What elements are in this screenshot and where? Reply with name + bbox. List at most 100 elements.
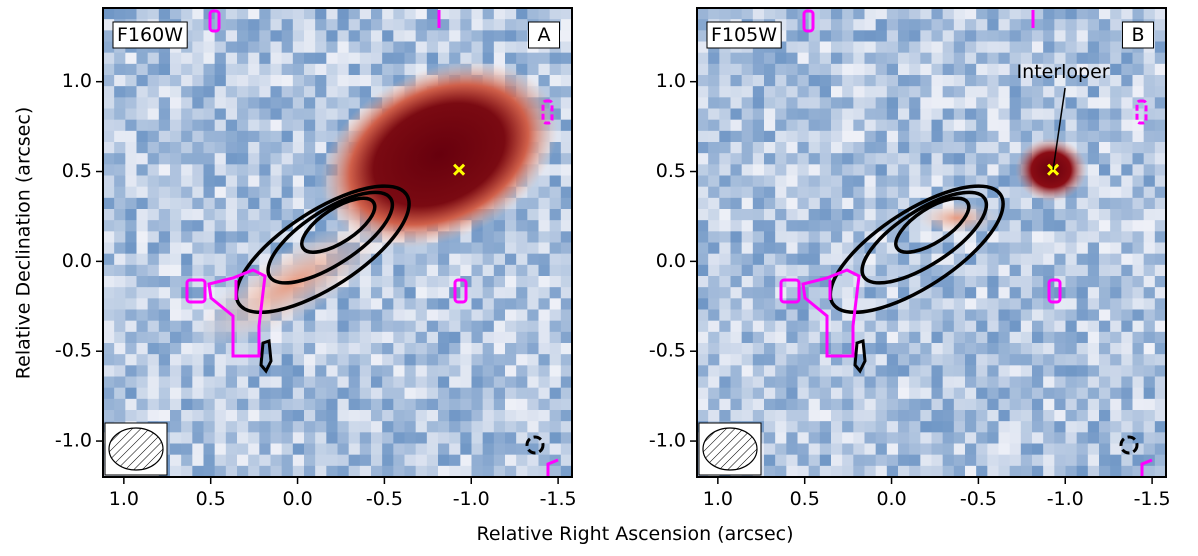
pixel [898,142,910,154]
pixel [415,8,428,20]
pixel [808,75,821,87]
pixel [920,253,932,266]
pixel [965,410,977,422]
pixel [214,164,227,176]
pixel [1143,108,1156,121]
pixel [482,365,495,377]
pixel [764,97,776,109]
pixel [1132,209,1145,221]
pixel [1110,454,1122,467]
pixel [819,387,832,400]
pixel [1110,52,1122,65]
pixel [953,287,966,299]
pixel [1121,443,1133,456]
pixel [1087,186,1100,199]
pixel [214,197,227,210]
pixel [808,209,821,221]
y-tick-label: -0.5 [649,340,686,362]
pixel [730,75,743,87]
pixel [886,309,899,322]
pixel [248,443,260,456]
pixel [493,19,506,31]
contour [541,99,554,125]
pixel [147,52,160,65]
pixel [181,164,193,176]
pixel [371,320,383,333]
pixel [831,75,843,87]
pixel [371,354,383,366]
pixel [775,197,787,210]
pixel [1032,231,1044,243]
pixel [1032,119,1044,132]
pixel [281,421,294,433]
pixel [225,142,238,154]
pixel [953,298,966,310]
pixel [516,197,528,210]
pixel [225,398,238,411]
pixel [842,63,854,76]
pixel [538,231,551,243]
pixel [965,41,977,54]
pixel [248,164,260,176]
pixel [326,86,338,98]
pixel [270,153,283,165]
pixel [775,130,787,143]
pixel [1076,197,1089,210]
pixel [170,197,182,210]
pixel [471,19,484,31]
pixel [1154,398,1166,411]
pixel [987,410,999,422]
pixel [259,432,271,444]
pixel [527,197,539,210]
pixel [259,130,271,143]
pixel [898,421,910,433]
pixel [752,365,765,377]
pixel [1143,142,1156,154]
pixel [315,75,327,87]
pixel [516,8,528,20]
pixel [898,63,910,76]
pixel [953,432,966,444]
pixel [404,30,417,42]
pixel [875,287,888,299]
pixel [516,343,528,355]
pixel [281,354,294,366]
pixel [1043,19,1055,31]
pixel [764,209,776,221]
pixel [708,298,720,310]
pixel [259,454,271,467]
pixel [393,309,405,322]
pixel [1032,108,1044,121]
pixel [404,287,417,299]
pixel [953,130,966,143]
pixel [214,387,227,400]
pixel [819,421,832,433]
pixel [359,331,372,344]
pixel [741,119,754,132]
pixel [741,253,754,266]
pixel [819,465,832,477]
pixel [538,387,551,400]
pixel [203,142,216,154]
pixel [764,432,776,444]
pixel [315,164,327,176]
image-layer [103,8,572,477]
pixel [1099,19,1111,31]
pixel [786,253,798,266]
pixel [1154,253,1166,266]
pixel [527,209,539,221]
pixel [752,320,765,333]
pixel [1099,387,1111,400]
pixel [942,242,955,255]
pixel [764,354,776,366]
pixel [898,387,910,400]
pixel [875,19,888,31]
pixel [775,220,787,232]
pixel [1020,276,1033,288]
pixel [192,197,204,210]
pixel [1009,108,1022,121]
pixel [719,287,731,299]
pixel [987,97,999,109]
pixel [426,298,439,310]
pixel [348,376,361,389]
